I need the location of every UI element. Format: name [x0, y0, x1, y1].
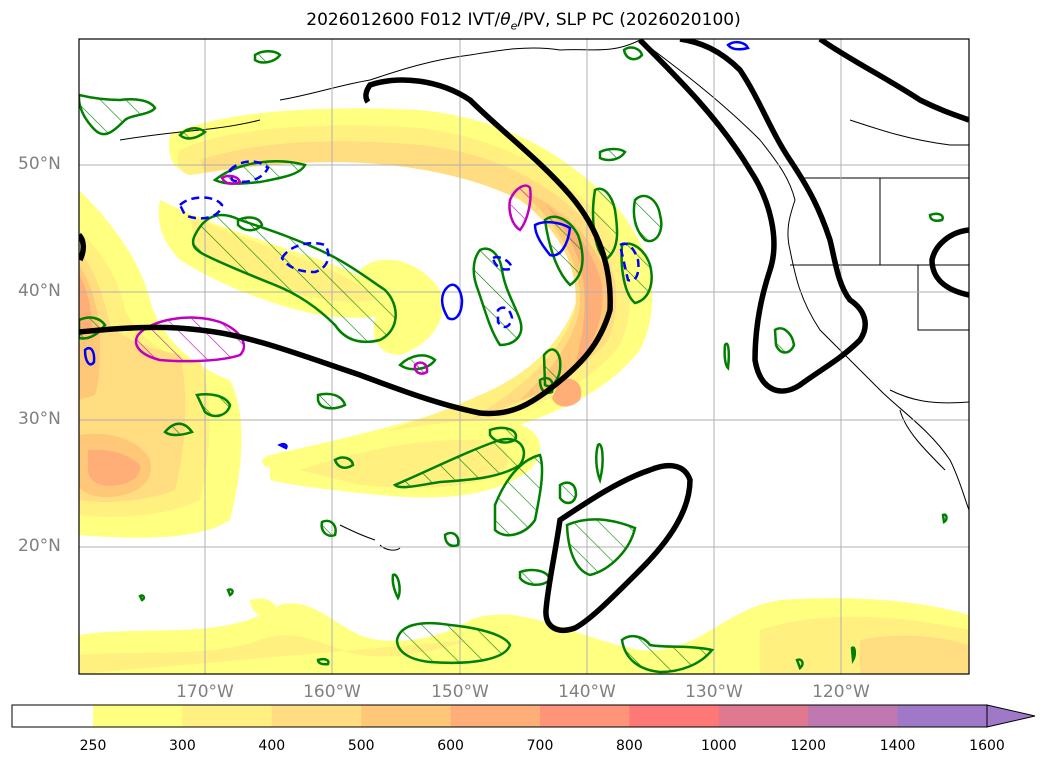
lon-label-150w: 150°W: [431, 682, 489, 702]
coastlines: [119, 39, 969, 551]
lat-label-20n: 20°N: [18, 536, 61, 556]
colorbar-tick-label: 700: [526, 738, 554, 754]
colorbar-tick-label: 800: [616, 738, 643, 754]
colorbar-segment: [93, 705, 183, 727]
title-theta-sub: e: [510, 19, 518, 33]
slp-contours: [79, 39, 969, 633]
colorbar-tick-label: 600: [437, 738, 464, 754]
colorbar-extend-arrow: [986, 704, 1036, 728]
colorbar-tick-label: 1200: [790, 738, 826, 754]
colorbar-segment: [808, 705, 899, 727]
colorbar-tick-label: 1400: [879, 738, 916, 754]
colorbar-tick-label: 1000: [700, 738, 737, 754]
colorbar-segment: [12, 705, 94, 727]
lat-label-30n: 30°N: [18, 409, 61, 429]
lon-label-130w: 130°W: [685, 682, 743, 702]
theta-e-cold-contours: [83, 40, 750, 450]
colorbar-frame: [11, 704, 988, 728]
colorbar-tick-label: 1600: [969, 738, 1005, 754]
lon-label-140w: 140°W: [558, 682, 616, 702]
colorbar-segment: [450, 705, 541, 727]
theta-e-warm-contours: [134, 174, 532, 375]
title-suffix: /PV, SLP PC (2026020100): [517, 10, 741, 30]
colorbar-tick-label: 250: [79, 738, 107, 754]
colorbar-segment: [182, 705, 273, 727]
colorbar-segment: [897, 705, 988, 727]
lat-label-40n: 40°N: [18, 281, 61, 301]
colorbar-segment: [718, 705, 809, 727]
map-title: 2026012600 F012 IVT/θe/PV, SLP PC (20260…: [0, 10, 1047, 32]
pv-small-contours: [138, 46, 948, 671]
lon-label-120w: 120°W: [812, 682, 870, 702]
colorbar-segment: [629, 705, 720, 727]
lat-label-50n: 50°N: [18, 154, 61, 174]
title-theta: θ: [500, 10, 511, 30]
colorbar-segment: [540, 705, 630, 727]
colorbar-tick-label: 400: [258, 738, 286, 754]
colorbar-segment: [271, 705, 362, 727]
lon-label-170w: 170°W: [176, 682, 234, 702]
gridlines: [79, 39, 969, 674]
colorbar-tick-label: 300: [169, 738, 196, 754]
lon-label-160w: 160°W: [303, 682, 361, 702]
colorbar-tick-label: 500: [347, 738, 375, 754]
colorbar: [11, 704, 1036, 728]
map-canvas: [78, 38, 970, 675]
title-prefix: 2026012600 F012 IVT/: [306, 10, 501, 30]
plot-frame: [78, 38, 970, 675]
colorbar-segment: [361, 705, 452, 727]
